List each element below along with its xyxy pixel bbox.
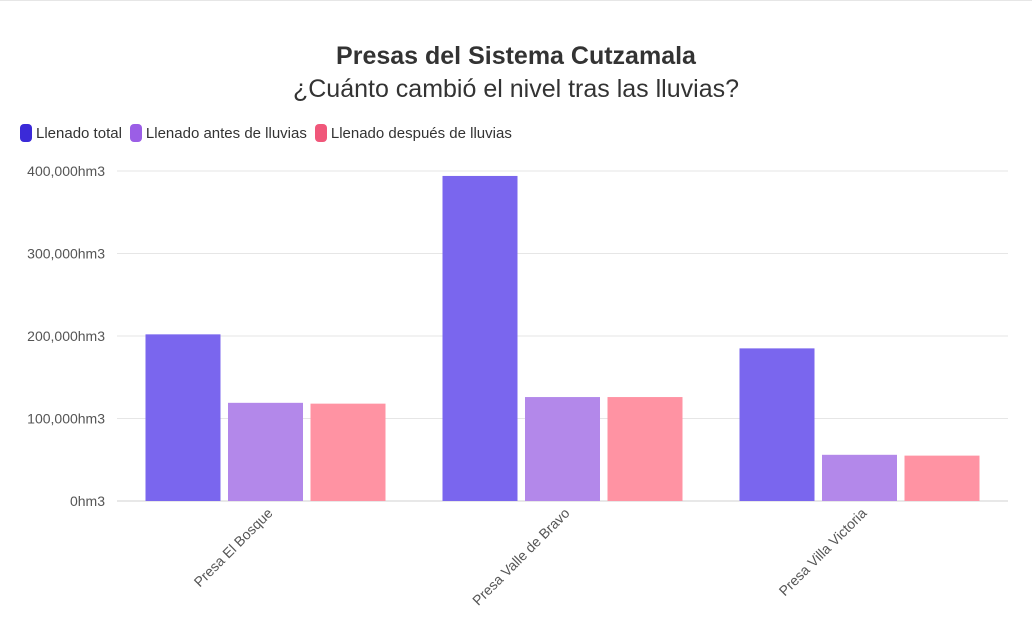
y-tick-label: 300,000hm3 [27, 246, 105, 262]
bar[interactable] [228, 402, 303, 501]
legend-label-antes: Llenado antes de lluvias [145, 124, 307, 142]
y-tick-label: 200,000hm3 [27, 328, 105, 344]
y-tick-label: 100,000hm3 [27, 411, 105, 427]
bar[interactable] [145, 334, 221, 501]
chart-subtitle: ¿Cuánto cambió el nivel tras las lluvias… [292, 75, 740, 103]
legend-swatch-antes [129, 124, 142, 142]
y-tick-label: 0hm3 [70, 493, 105, 509]
legend: Llenado total Llenado antes de lluvias L… [20, 124, 520, 142]
bar[interactable] [525, 397, 600, 501]
top-border [0, 0, 1032, 1]
x-category-label: Presa El Bosque [191, 505, 276, 590]
legend-swatch-total [20, 124, 32, 142]
x-category-label: Presa Valle de Bravo [469, 505, 573, 609]
chart-title: Presas del Sistema Cutzamala [336, 42, 696, 70]
bar[interactable] [607, 397, 683, 501]
legend-item-antes[interactable]: Llenado antes de lluvias [129, 124, 307, 142]
bar[interactable] [904, 455, 980, 501]
legend-swatch-despues [314, 124, 327, 142]
legend-item-total[interactable]: Llenado total [20, 124, 122, 142]
x-category-label: Presa Villa Victoria [776, 505, 870, 599]
y-tick-label: 400,000hm3 [27, 163, 105, 179]
legend-item-despues[interactable]: Llenado después de lluvias [314, 124, 512, 142]
legend-label-total: Llenado total [36, 124, 122, 142]
bar[interactable] [739, 348, 815, 501]
bar[interactable] [442, 175, 518, 501]
bar[interactable] [310, 403, 386, 501]
legend-label-despues: Llenado después de lluvias [330, 124, 512, 142]
bar[interactable] [822, 454, 897, 501]
